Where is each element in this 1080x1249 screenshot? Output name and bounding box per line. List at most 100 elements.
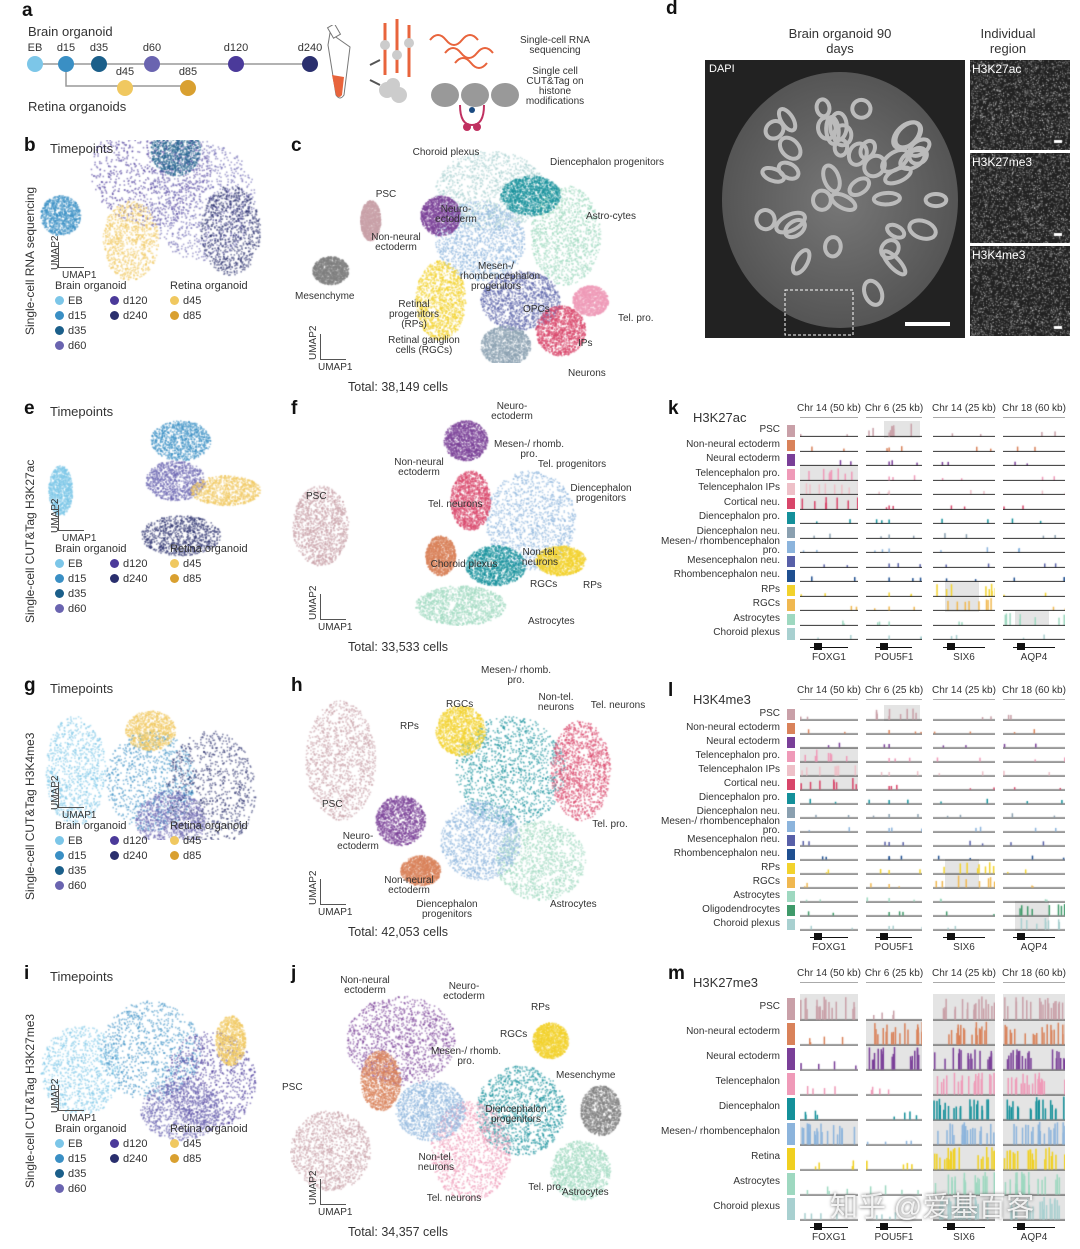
- legend-label: d120: [123, 558, 148, 570]
- signal-track: [1003, 833, 1065, 847]
- signal-track: [1003, 582, 1065, 597]
- track-color-swatch: [787, 483, 795, 495]
- track-color-swatch: [787, 1173, 795, 1195]
- track-row-label: RGCs: [752, 598, 780, 609]
- track-color-swatch: [787, 723, 795, 734]
- legend-item: d120: [110, 1137, 147, 1152]
- track-color-swatch: [787, 541, 795, 553]
- panel-b-label: b: [24, 135, 36, 156]
- umap-axes: [58, 505, 84, 531]
- legend-label: d120: [123, 1138, 148, 1150]
- gene-model: [876, 937, 912, 943]
- signal-track: [866, 791, 922, 805]
- umap-timepoints-g: [35, 680, 285, 840]
- timepoint-label: d120: [223, 42, 249, 54]
- legend-dot: [170, 851, 179, 860]
- gene-label: POU5F1: [874, 1232, 914, 1243]
- cluster-label: Neuro-ectoderm: [337, 831, 379, 852]
- timepoint-label: EB: [27, 42, 43, 54]
- track-row-label: Diencephalon: [718, 1101, 780, 1112]
- legend-dot: [110, 311, 119, 320]
- signal-track: [800, 582, 858, 597]
- umap1-label: UMAP1: [318, 622, 353, 633]
- signal-track: [1003, 875, 1065, 889]
- signal-track: [1003, 466, 1065, 481]
- track-row-label: Diencephalon pro.: [698, 792, 780, 803]
- umap2-label: UMAP2: [50, 1078, 61, 1113]
- signal-track: [1003, 1046, 1065, 1071]
- cluster-label: Retinal ganglion cells (RGCs): [388, 335, 460, 356]
- legend-dot: [110, 1139, 119, 1148]
- gene-model: [810, 1227, 848, 1233]
- legend-brain-title: Brain organoid: [55, 280, 127, 292]
- signal-track: [933, 819, 995, 833]
- legend-item: d35: [55, 324, 86, 339]
- signal-track: [933, 437, 995, 452]
- legend-label: EB: [68, 295, 83, 307]
- cluster-label: RPs: [583, 580, 602, 591]
- signal-track: [800, 996, 858, 1021]
- legend-item: d120: [110, 294, 147, 309]
- umap-axes: [320, 334, 346, 360]
- track-color-swatch: [787, 793, 795, 804]
- legend-item: d120: [110, 557, 147, 572]
- cluster-label: Diencephalon progenitors: [550, 157, 664, 168]
- signal-track: [866, 735, 922, 749]
- track-color-swatch: [787, 765, 795, 776]
- legend-item: d85: [170, 309, 201, 324]
- cluster-label: PSC: [375, 189, 397, 200]
- signal-track: [800, 861, 858, 875]
- signal-track: [800, 597, 858, 611]
- signal-track: [933, 707, 995, 721]
- track-color-swatch: [787, 497, 795, 509]
- signal-track: [933, 889, 995, 903]
- legend-dot: [55, 1154, 64, 1163]
- signal-track: [933, 833, 995, 847]
- umap2-label: UMAP2: [308, 585, 319, 620]
- signal-track: [933, 903, 995, 917]
- gene-label: FOXG1: [812, 651, 846, 663]
- legend-dot: [170, 296, 179, 305]
- signal-track: [800, 1046, 858, 1071]
- signal-track: [800, 1071, 858, 1096]
- track-row-label: Rhombencephalon neu.: [673, 569, 780, 580]
- legend-dot: [55, 326, 64, 335]
- track-color-swatch: [787, 821, 795, 832]
- legend-item: d240: [110, 309, 147, 324]
- signal-track: [933, 805, 995, 819]
- cluster-label: Mesen-/ rhomb. pro.: [493, 439, 565, 460]
- cluster-label: OPCs: [523, 304, 550, 315]
- umap-axes: [58, 242, 84, 268]
- scale-bar: [800, 982, 858, 983]
- signal-track: [800, 553, 858, 568]
- track-row-label: RPs: [761, 862, 780, 873]
- legend-dot: [55, 559, 64, 568]
- signal-track: [866, 819, 922, 833]
- umap2-label: UMAP2: [50, 498, 61, 533]
- cluster-label: Tel. pro.: [592, 819, 628, 830]
- track-row-label: Non-neural ectoderm: [686, 1026, 780, 1037]
- gene-model: [943, 937, 985, 943]
- signal-track: [800, 805, 858, 819]
- signal-track: [866, 582, 922, 597]
- cluster-label: Tel. neurons: [428, 499, 483, 510]
- gene-model: [943, 646, 985, 653]
- signal-track: [866, 626, 922, 640]
- track-row-label: Neural ectoderm: [706, 736, 780, 747]
- cluster-label: Non-tel. neurons: [521, 547, 559, 568]
- signal-track: [800, 539, 858, 553]
- timepoint-dot-d15: [58, 56, 74, 72]
- scale-bar: [1003, 699, 1065, 700]
- track-column-header: Chr 14 (25 kb): [932, 968, 996, 979]
- signal-track: [866, 1071, 922, 1096]
- signal-track: [933, 1071, 995, 1096]
- cluster-label: Neuro-ectoderm: [443, 981, 485, 1002]
- legend-label: EB: [68, 835, 83, 847]
- legend-label: d85: [183, 310, 202, 322]
- track-color-swatch: [787, 613, 795, 625]
- signal-track: [1003, 777, 1065, 791]
- gene-label: POU5F1: [874, 942, 914, 953]
- exon: [814, 642, 822, 650]
- umap-celltypes-j: [290, 971, 660, 1206]
- legend-dot: [55, 866, 64, 875]
